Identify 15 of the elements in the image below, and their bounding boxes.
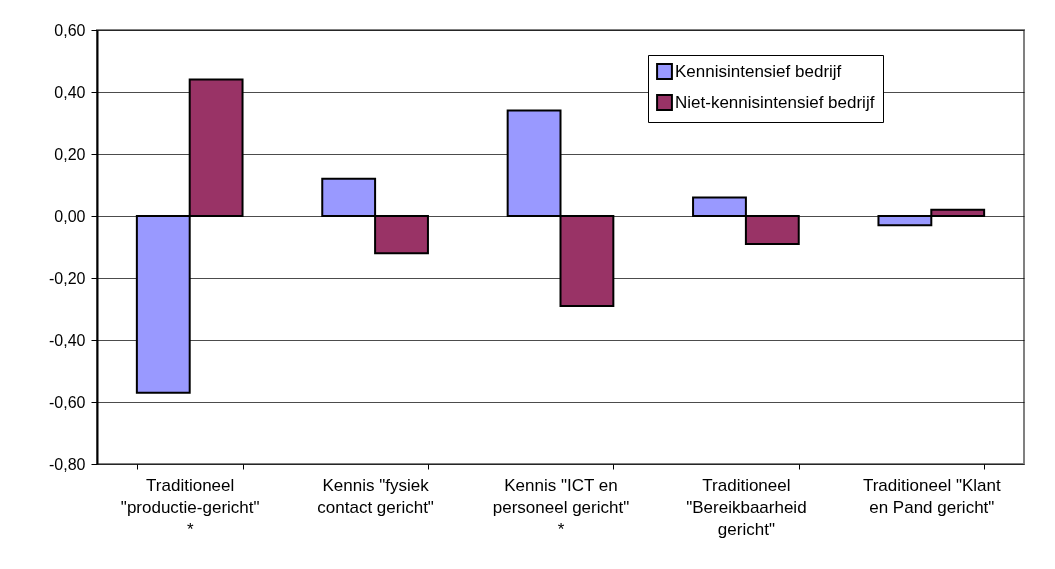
x-tick-label: Traditioneel "Klant en Pand gericht" bbox=[862, 475, 1001, 517]
y-tick-label: 0,00 bbox=[54, 207, 86, 225]
y-tick-label: -0,80 bbox=[49, 455, 86, 473]
y-tick-label: -0,20 bbox=[49, 269, 86, 287]
y-tick-label: -0,40 bbox=[49, 331, 86, 349]
y-tick-label: -0,60 bbox=[49, 393, 86, 411]
x-tick-label: Kennis "fysiek contact gericht" bbox=[317, 475, 434, 517]
legend-label: Kennisintensief bedrijf bbox=[675, 61, 842, 81]
x-tick-label: Kennis "ICT en personeel gericht" * bbox=[492, 475, 630, 539]
y-tick-label: 0,60 bbox=[54, 21, 86, 39]
x-tick-label: Traditioneel "Bereikbaarheid gericht" bbox=[686, 475, 807, 539]
y-tick-label: 0,40 bbox=[54, 83, 86, 101]
x-tick-label: Traditioneel "productie-gericht" * bbox=[120, 475, 260, 539]
y-tick-label: 0,20 bbox=[54, 145, 86, 163]
legend-label: Niet-kennisintensief bedrijf bbox=[675, 92, 875, 112]
